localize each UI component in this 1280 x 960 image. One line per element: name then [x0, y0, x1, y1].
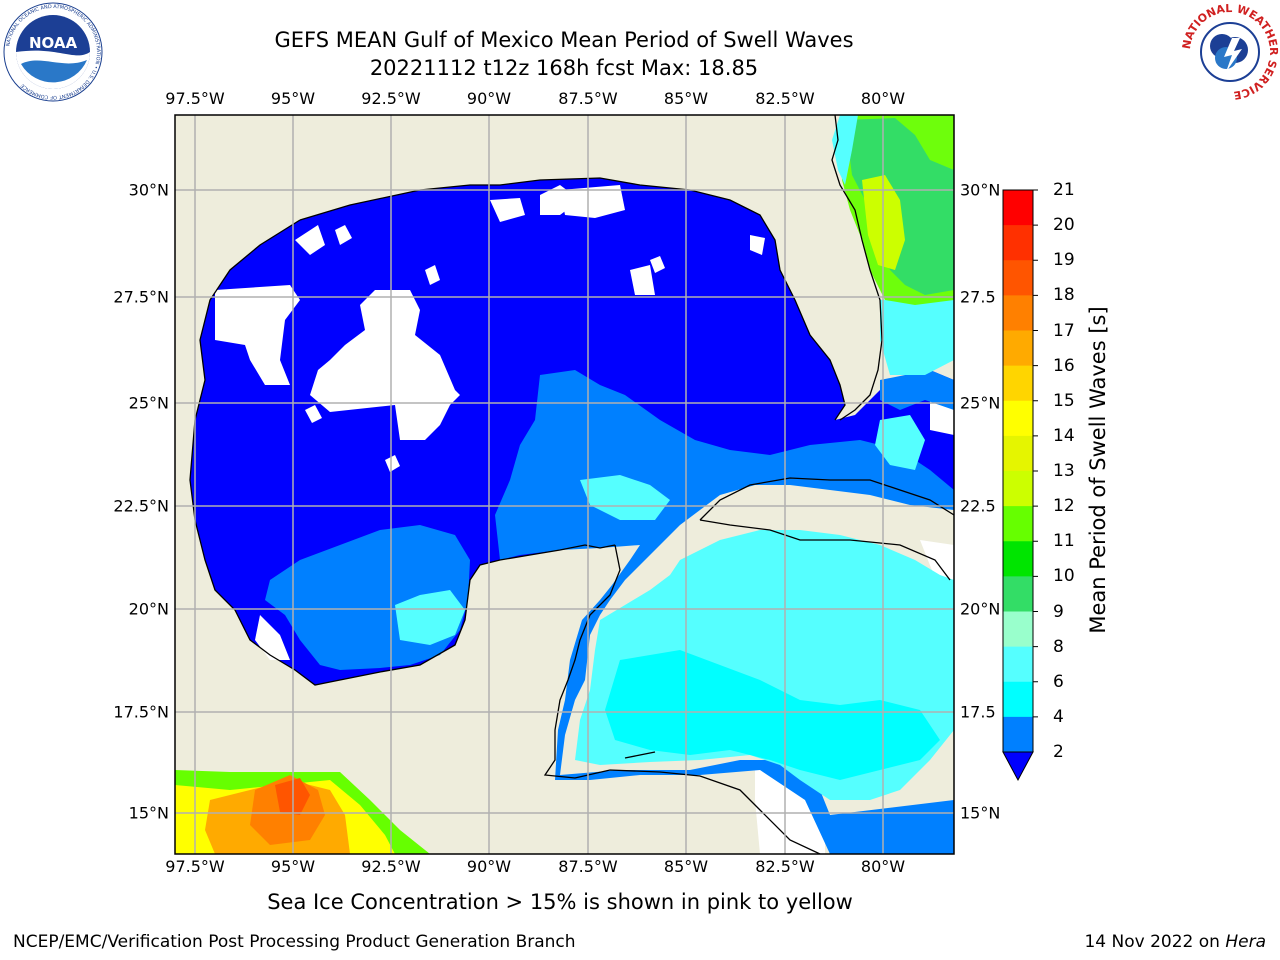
top-lon-label: 80°W	[860, 89, 906, 108]
colorbar-label: 2	[1053, 742, 1064, 762]
cyan-atlantic-edge	[832, 115, 858, 185]
colorbar-label: 21	[1053, 180, 1075, 200]
colorbar-label: 9	[1053, 601, 1064, 622]
colorbar-band	[1003, 295, 1033, 331]
colorbar-label: 18	[1053, 285, 1075, 306]
left-lat-label: 25°N	[128, 393, 169, 413]
colorbar-label: 6	[1053, 671, 1064, 692]
top-lon-label: 95°W	[270, 89, 316, 108]
coastlines	[189, 115, 954, 854]
right-lat-label: 27.5	[960, 287, 996, 307]
top-lon-label: 85°W	[663, 89, 709, 108]
footer-left: NCEP/EMC/Verification Post Processing Pr…	[13, 932, 576, 952]
colorbar-label: 10	[1053, 566, 1075, 587]
colorbar-label: 13	[1053, 461, 1075, 481]
left-lat-label: 22.5°N	[113, 496, 169, 516]
cyan-campeche	[395, 590, 465, 645]
cyan-yucatan-channel	[580, 475, 670, 520]
right-lat-label: 17.5	[960, 702, 996, 722]
right-lat-label: 25°N	[960, 393, 1001, 413]
top-lon-label: 92.5°W	[361, 89, 421, 108]
footer-host: Hera	[1225, 932, 1266, 952]
left-lat-label: 15°N	[128, 803, 169, 823]
mid-blue-florida-strait	[880, 370, 954, 410]
colorbar-band	[1003, 681, 1033, 718]
noaa-logo: NOAA NATIONAL OCEANIC AND ATMOSPHERIC AD…	[3, 2, 103, 102]
colorbar-band	[1003, 435, 1033, 472]
right-lat-label: 30°N	[960, 180, 1001, 200]
colorbar-band	[1003, 471, 1033, 507]
colorbar	[1002, 189, 1038, 782]
bottom-lon-label: 92.5°W	[361, 857, 421, 876]
svg-text:NOAA: NOAA	[29, 34, 78, 52]
bottom-lon-label: 87.5°W	[558, 857, 618, 876]
colorbar-band	[1003, 400, 1033, 437]
colorbar-label: 12	[1053, 496, 1075, 517]
chart-subtitle: 20221112 t12z 168h fcst Max: 18.85	[369, 56, 759, 80]
colorbar-band	[1003, 190, 1033, 226]
top-lon-label: 90°W	[466, 89, 512, 108]
colorbar-band	[1003, 576, 1033, 612]
colorbar-label: 11	[1053, 531, 1075, 552]
left-lat-label: 20°N	[128, 599, 169, 619]
cyan-bahamas	[875, 415, 925, 470]
bottom-lon-label: 95°W	[270, 857, 316, 876]
bottom-lon-label: 90°W	[466, 857, 512, 876]
colorbar-label: 15	[1053, 390, 1075, 411]
colorbar-label: 8	[1053, 636, 1064, 657]
top-lon-label: 87.5°W	[558, 89, 618, 108]
colorbar-label: 20	[1053, 215, 1075, 236]
nws-logo: NATIONAL WEATHER SERVICE	[1180, 2, 1280, 102]
colorbar-label: 4	[1053, 706, 1064, 727]
right-lat-label: 22.5	[960, 496, 996, 516]
colorbar-label: 14	[1053, 425, 1075, 446]
chart-title: GEFS MEAN Gulf of Mexico Mean Period of …	[274, 28, 854, 52]
left-lat-label: 17.5°N	[113, 702, 169, 722]
colorbar-band	[1003, 611, 1033, 648]
gridlines	[175, 115, 954, 854]
colorbar-extend-triangle	[1002, 751, 1034, 782]
colorbar-label: 16	[1053, 355, 1075, 376]
colorbar-band	[1003, 365, 1033, 402]
colorbar-band	[1003, 260, 1033, 296]
left-lat-label: 27.5°N	[113, 287, 169, 307]
colorbar-band	[1003, 330, 1033, 367]
right-lat-label: 15°N	[960, 803, 1001, 823]
right-lat-label: 20°N	[960, 599, 1001, 619]
colorbar-band	[1003, 716, 1033, 753]
top-lon-label: 82.5°W	[755, 89, 815, 108]
colorbar-band	[1003, 506, 1033, 542]
colorbar-label: 17	[1053, 320, 1075, 341]
colorbar-frame	[1002, 189, 1034, 753]
cyan-florida-east	[880, 295, 954, 375]
colorbar-band	[1003, 646, 1033, 683]
bottom-lon-label: 85°W	[663, 857, 709, 876]
colorbar-title: Mean Period of Swell Waves [s]	[1086, 306, 1110, 634]
caption: Sea Ice Concentration > 15% is shown in …	[267, 890, 853, 914]
colorbar-band	[1003, 541, 1033, 577]
footer-right: 14 Nov 2022 on Hera	[1084, 932, 1266, 952]
bottom-lon-label: 82.5°W	[755, 857, 815, 876]
map-frame	[174, 114, 955, 855]
bottom-lon-label: 80°W	[860, 857, 906, 876]
colorbar-label: 19	[1053, 250, 1075, 271]
aqua-patch	[605, 650, 940, 780]
bottom-lon-label: 97.5°W	[165, 857, 225, 876]
top-lon-label: 97.5°W	[165, 89, 225, 108]
colorbar-band	[1003, 225, 1033, 261]
left-lat-label: 30°N	[128, 180, 169, 200]
